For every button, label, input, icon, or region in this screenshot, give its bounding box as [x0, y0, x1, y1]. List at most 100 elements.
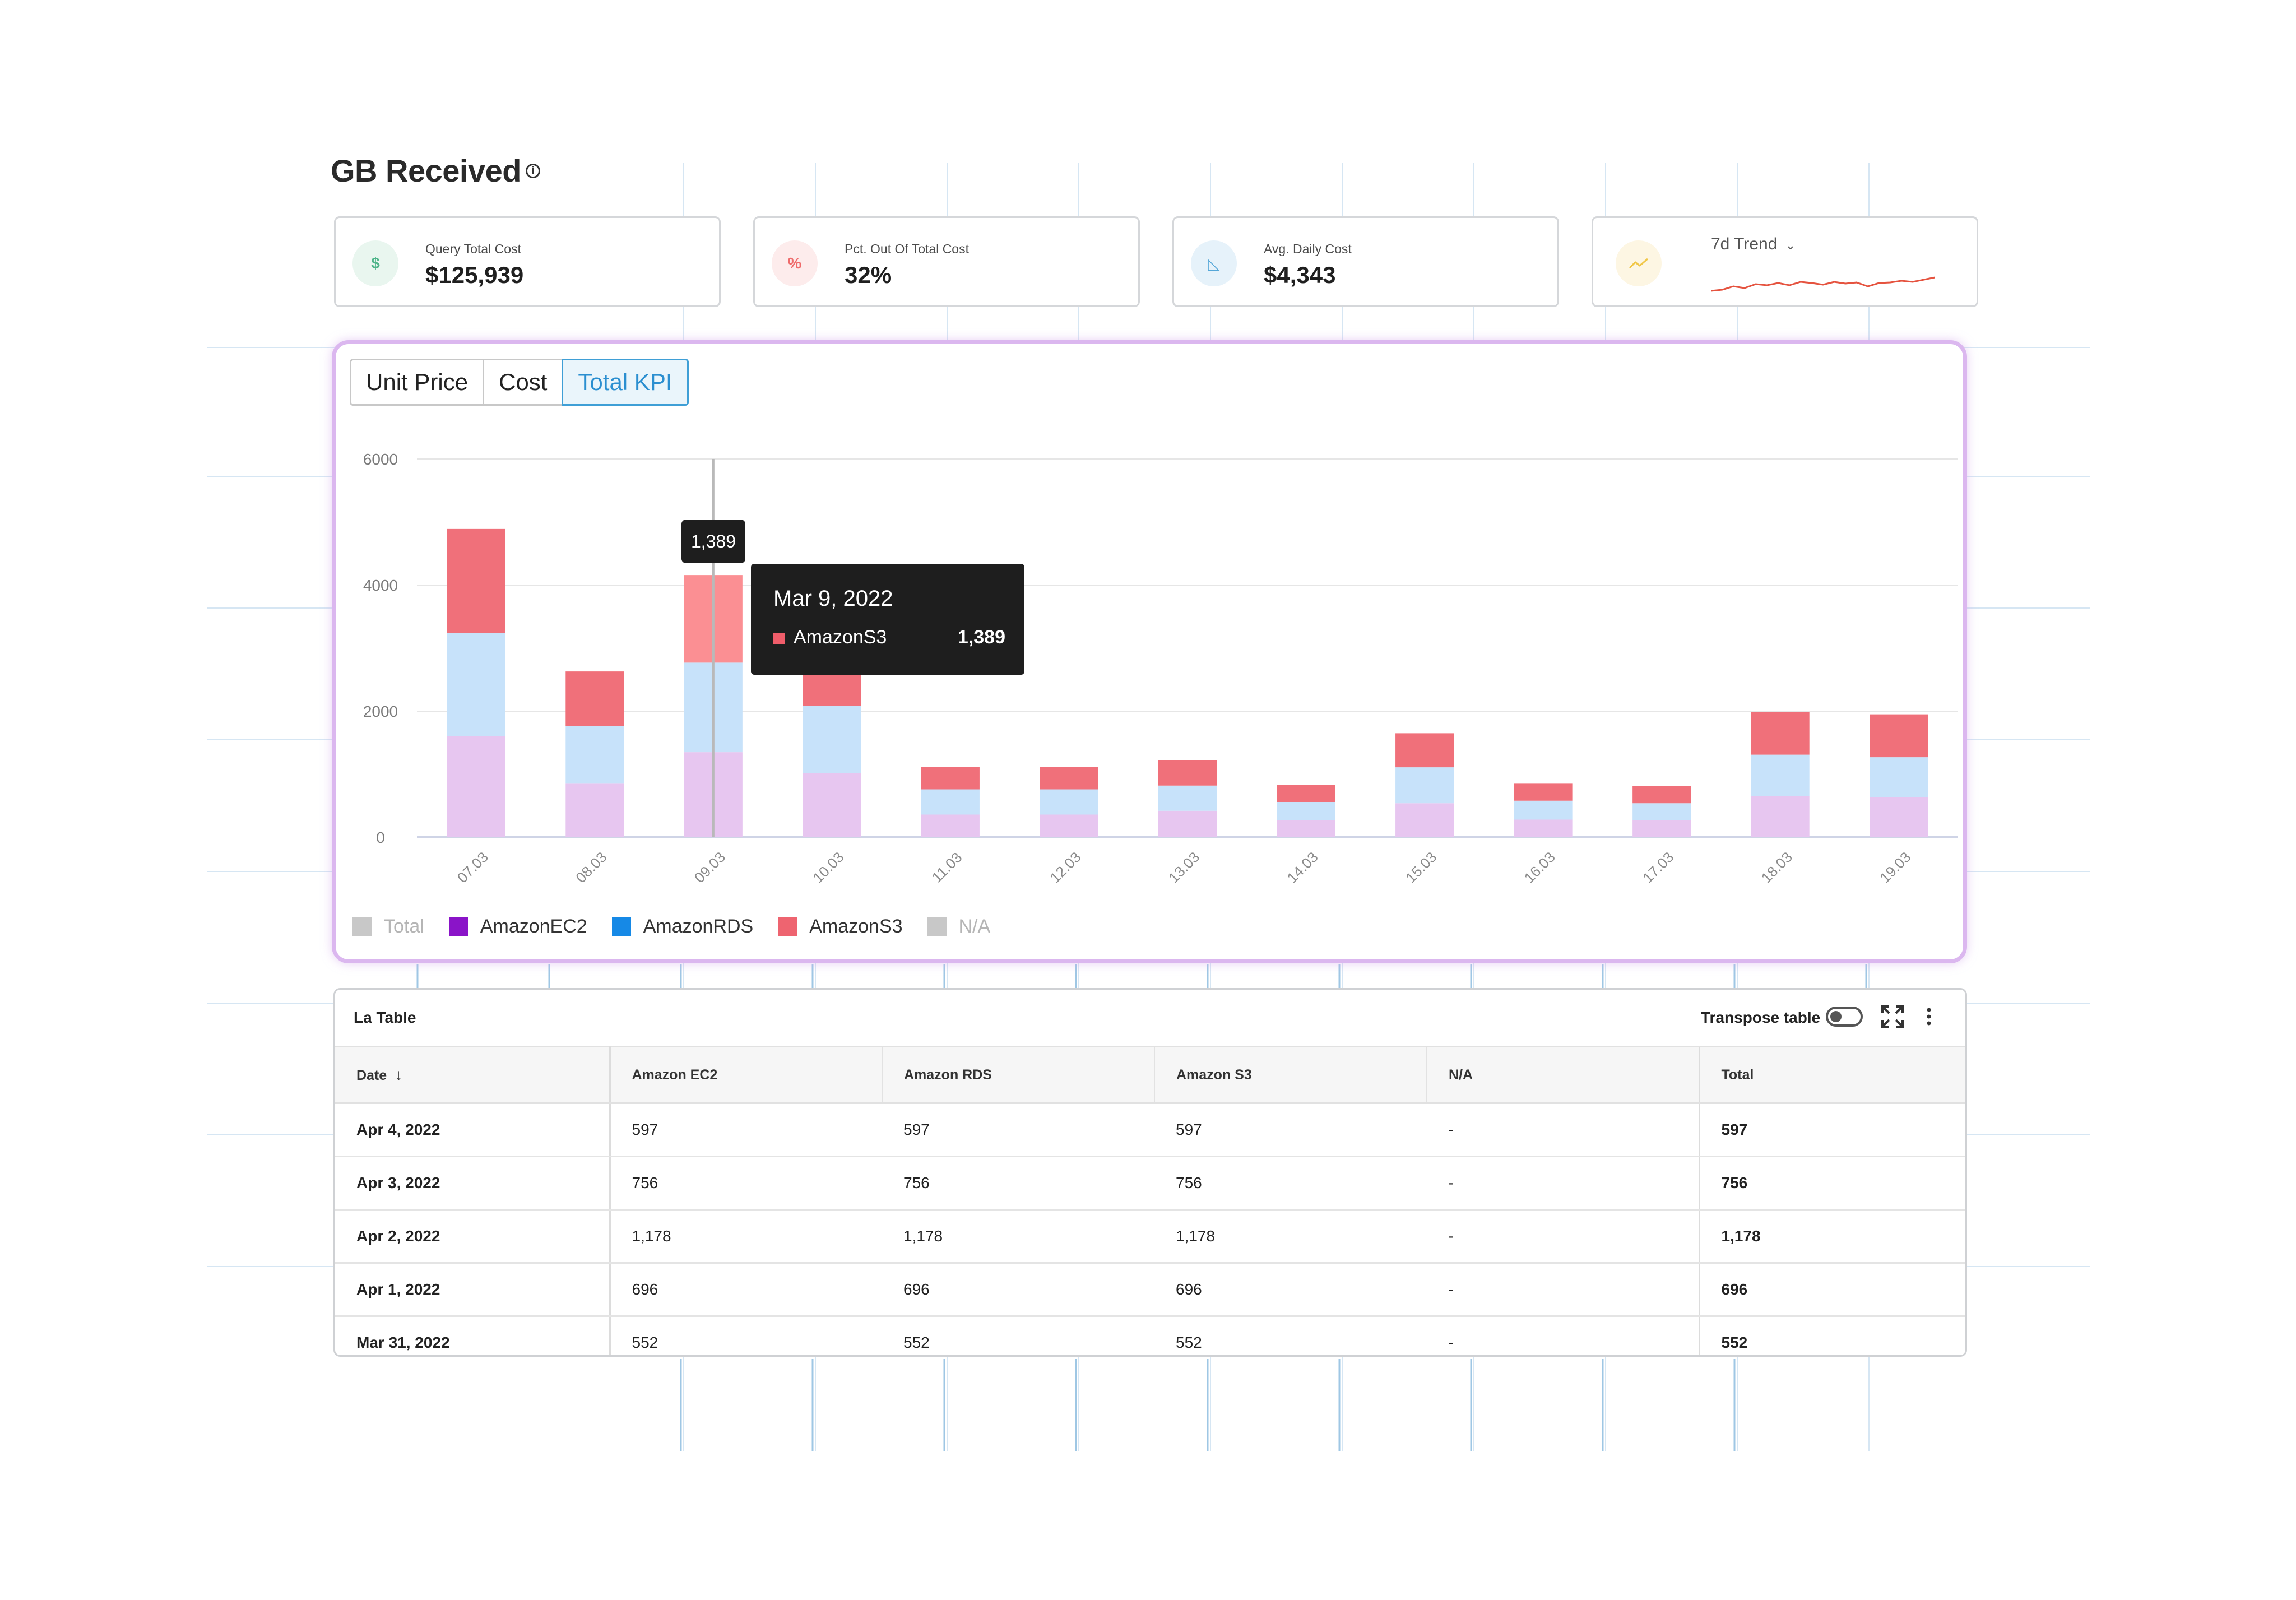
- cell-amazon-ec2: 597: [610, 1103, 882, 1157]
- stacked-bar-chart: 0 2000 4000 6000 07.03 08.03 09.03 10.03 11.03 12…: [363, 451, 1958, 886]
- tab-cost[interactable]: Cost: [483, 359, 564, 406]
- table-row: Apr 3, 2022 756 756 756 - 756: [335, 1156, 1965, 1211]
- bar-segment-amazonec2: [1514, 819, 1573, 837]
- table-row: Mar 31, 2022 552 552 552 - 552: [335, 1316, 1965, 1355]
- info-icon[interactable]: i: [526, 163, 540, 178]
- tooltip-swatch: [773, 633, 785, 644]
- transpose-table-toggle[interactable]: [1826, 1007, 1863, 1027]
- arrow-down-icon: ↓: [395, 1066, 403, 1083]
- bar-segment-amazonrds: [1158, 785, 1217, 811]
- x-tick-label: 18.03: [1758, 848, 1796, 886]
- cell-amazon-s3: 552: [1176, 1334, 1202, 1351]
- cell-na: -: [1427, 1209, 1699, 1264]
- kpi-card-query-total-cost: $ Query Total Cost $125,939: [334, 216, 721, 307]
- bar-segment-amazonrds: [1514, 800, 1573, 820]
- y-tick-label: 0: [376, 829, 385, 846]
- chart-area-icon: ◺: [1191, 240, 1237, 286]
- bar-segment-amazonec2: [565, 783, 624, 837]
- column-header-amazon-rds[interactable]: Amazon RDS: [882, 1046, 1155, 1104]
- trend-label: 7d Trend: [1711, 235, 1778, 253]
- table-title: La Table: [354, 1009, 416, 1026]
- column-header-date[interactable]: Date ↓: [335, 1046, 611, 1104]
- cell-na: -: [1427, 1103, 1699, 1157]
- bar-segment-amazonec2: [1395, 803, 1454, 837]
- chart-tabs: Unit Price Cost Total KPI: [350, 359, 689, 406]
- more-options-icon[interactable]: [1923, 1005, 1935, 1028]
- expand-icon[interactable]: [1880, 1004, 1905, 1029]
- trend-dropdown[interactable]: 7d Trend ⌄: [1711, 235, 1796, 254]
- column-header-amazon-s3[interactable]: Amazon S3: [1154, 1046, 1427, 1104]
- cell-date: Mar 31, 2022: [335, 1316, 611, 1355]
- tooltip-value: 1,389: [957, 627, 1005, 648]
- bar-segment-amazonec2: [1632, 820, 1691, 837]
- column-header-amazon-ec2[interactable]: Amazon EC2: [610, 1046, 883, 1104]
- x-tick-label: 14.03: [1284, 848, 1321, 886]
- bar-segment-amazons3: [1751, 712, 1810, 755]
- trend-icon: [1616, 240, 1662, 286]
- bar-segment-amazons3: [565, 671, 624, 726]
- bar-segment-amazonrds: [565, 726, 624, 784]
- tab-total-kpi[interactable]: Total KPI: [562, 359, 689, 406]
- kpi-label: Pct. Out Of Total Cost: [845, 242, 969, 256]
- legend-item[interactable]: AmazonS3: [778, 916, 903, 938]
- x-tick-label: 15.03: [1402, 848, 1440, 886]
- legend-label: AmazonRDS: [643, 916, 754, 937]
- bar-segment-amazonec2: [1870, 797, 1928, 837]
- cell-amazon-rds: 756: [882, 1156, 1154, 1211]
- x-tick-label: 10.03: [809, 848, 847, 886]
- cell-total: 597: [1698, 1103, 1965, 1157]
- legend-swatch: [611, 917, 631, 936]
- y-tick-label: 2000: [363, 703, 398, 720]
- legend-item[interactable]: Total: [352, 916, 424, 938]
- column-header-na[interactable]: N/A: [1427, 1046, 1699, 1104]
- bar-segment-amazons3: [1632, 786, 1691, 804]
- page-header: GB Received i: [331, 152, 540, 189]
- transpose-table-label: Transpose table: [1701, 1009, 1821, 1026]
- bar-segment-amazonec2: [1040, 814, 1098, 837]
- legend-swatch: [448, 917, 468, 936]
- legend-label: N/A: [958, 916, 991, 937]
- kpi-value: $125,939: [425, 262, 524, 288]
- bar-segment-amazons3: [447, 528, 505, 633]
- bar-segment-amazonec2: [447, 736, 505, 837]
- kpi-value: $4,343: [1264, 262, 1336, 288]
- x-tick-label: 07.03: [454, 848, 491, 886]
- bar-segment-amazonrds: [921, 789, 980, 815]
- x-tick-label: 13.03: [1165, 848, 1203, 886]
- cell-date: Apr 2, 2022: [335, 1209, 611, 1264]
- kpi-value: 32%: [845, 262, 892, 288]
- x-tick-label: 11.03: [929, 849, 966, 886]
- bar-segment-amazonec2: [1158, 810, 1217, 837]
- tooltip-date: Mar 9, 2022: [773, 586, 893, 611]
- legend-label: AmazonS3: [809, 916, 903, 937]
- cell-amazon-s3: 1,178: [1154, 1209, 1427, 1264]
- legend-item[interactable]: N/A: [927, 916, 991, 938]
- legend-swatch: [927, 917, 947, 936]
- bar-segment-amazons3: [921, 767, 980, 790]
- kpi-card-7d-trend: 7d Trend ⌄: [1592, 216, 1978, 307]
- bar-segment-amazons3: [1040, 767, 1098, 790]
- cell-amazon-rds: 696: [882, 1263, 1154, 1317]
- table-row: Apr 4, 2022 597 597 597 - 597: [335, 1103, 1965, 1157]
- x-tick-label: 17.03: [1639, 848, 1677, 886]
- bar-segment-amazonrds: [1040, 789, 1098, 815]
- column-header-label: Date: [356, 1068, 387, 1083]
- cell-na: -: [1427, 1156, 1699, 1211]
- cell-na: -: [1448, 1334, 1454, 1351]
- data-table: Date ↓ Amazon EC2 Amazon RDS Amazon S3 N/…: [335, 1046, 1965, 1355]
- legend-label: AmazonEC2: [480, 916, 587, 937]
- cell-amazon-ec2: 1,178: [610, 1209, 882, 1264]
- y-tick-label: 4000: [363, 577, 398, 594]
- tab-unit-price[interactable]: Unit Price: [350, 359, 485, 406]
- bar-segment-amazons3: [1870, 714, 1928, 758]
- kpi-card-avg-daily-cost: ◺ Avg. Daily Cost $4,343: [1172, 216, 1559, 307]
- column-header-total[interactable]: Total: [1698, 1046, 1965, 1104]
- bar-segment-amazons3: [1514, 783, 1573, 801]
- legend-item[interactable]: AmazonRDS: [611, 916, 754, 938]
- bar-segment-amazonrds: [1395, 767, 1454, 804]
- bar-segment-amazonrds: [1751, 754, 1810, 796]
- tooltip-series: AmazonS3: [794, 627, 887, 648]
- legend-item[interactable]: AmazonEC2: [448, 916, 587, 938]
- bar-segment-amazonrds: [447, 633, 505, 736]
- bar-segment-amazonec2: [1751, 796, 1810, 837]
